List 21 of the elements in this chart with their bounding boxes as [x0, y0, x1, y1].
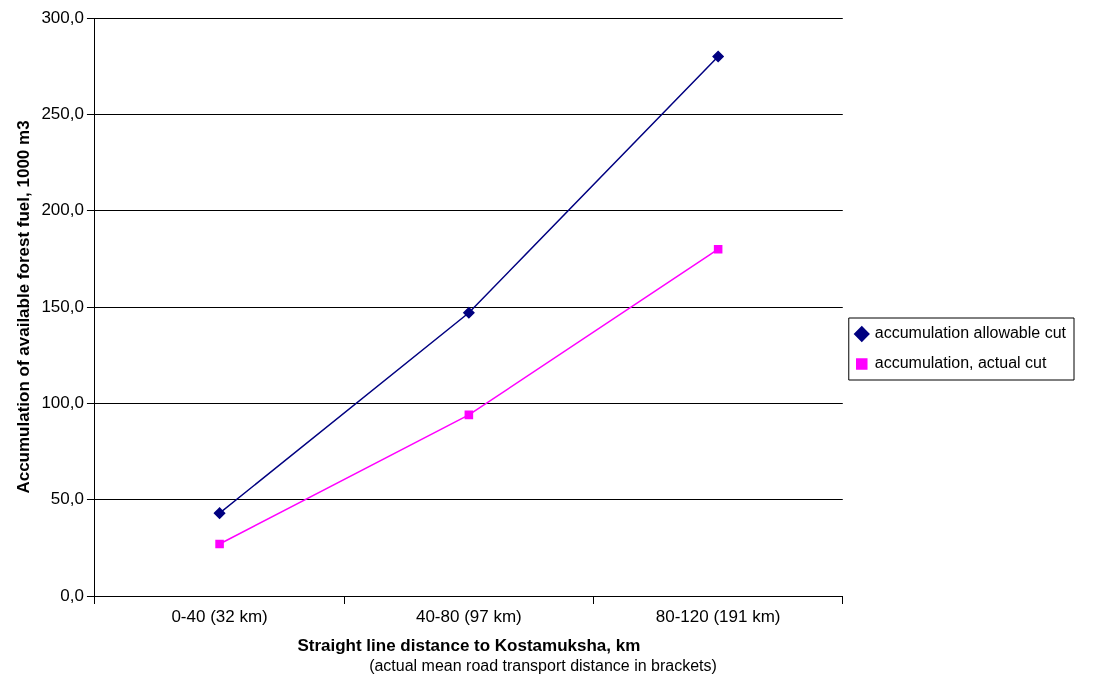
point — [215, 539, 224, 549]
point — [713, 244, 723, 254]
legend-label: accumulation, actual cut — [874, 354, 1047, 372]
text: (actual mean road transport distance in brackets) — [369, 656, 717, 674]
x-tick-label: 40-80 (97 km) — [415, 606, 522, 626]
y-tick-label: 150,0 — [41, 296, 84, 316]
point — [464, 410, 474, 420]
point — [463, 307, 475, 319]
x-tick-label: 80-120 (191 km) — [655, 606, 781, 626]
point — [213, 507, 226, 519]
y-tick-label: 250,0 — [41, 104, 84, 124]
y-tick-label: 0,0 — [60, 585, 84, 605]
y-axis-title: Accumulation of available forest fuel, 1000 m3 — [13, 120, 33, 494]
y-tick-label: 100,0 — [41, 393, 84, 413]
point — [712, 50, 724, 63]
x-tick-label: 0-40 (32 km) — [171, 606, 268, 626]
y-tick-label: 50,0 — [50, 489, 84, 509]
y-tick-label: 300,0 — [41, 7, 84, 27]
legend-label: accumulation allowable cut — [874, 324, 1067, 342]
y-tick-label: 200,0 — [41, 200, 84, 220]
x-axis-title: Straight line distance to Kostamuksha, km — [297, 636, 641, 656]
